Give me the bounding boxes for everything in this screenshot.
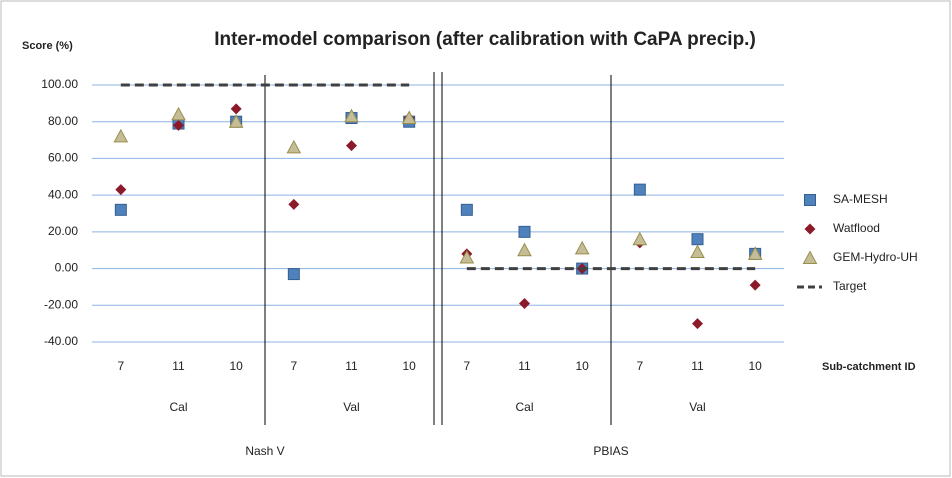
point (747, 246, 763, 260)
x-tick-label: 7 (117, 359, 124, 373)
point (288, 198, 300, 210)
legend-swatch (804, 223, 816, 235)
legend-label: Watflood (833, 221, 880, 235)
legend-label: Target (833, 279, 867, 293)
y-axis-label: Score (%) (22, 40, 73, 52)
y-tick-label: 40.00 (48, 187, 78, 201)
point (519, 297, 530, 309)
subgroup-label: Cal (169, 400, 187, 414)
x-tick-label: 11 (345, 359, 358, 373)
point (346, 140, 357, 152)
group-label: Nash V (245, 444, 284, 458)
point (574, 240, 590, 255)
chart-title: Inter-model comparison (after calibratio… (214, 29, 756, 50)
x-tick-label: 10 (402, 359, 416, 373)
point (114, 203, 127, 216)
y-tick-label: -40.00 (44, 334, 78, 348)
point (691, 233, 704, 246)
point (517, 242, 532, 257)
x-tick-label: 11 (172, 359, 185, 373)
y-tick-label: 0.00 (55, 261, 79, 275)
subgroup-label: Val (689, 400, 705, 414)
point (749, 279, 761, 291)
y-tick-label: 60.00 (48, 151, 78, 165)
point (286, 139, 302, 154)
x-tick-label: 7 (463, 359, 470, 373)
point (228, 114, 244, 128)
x-tick-label: 7 (290, 359, 297, 373)
y-tick-label: -20.00 (44, 297, 78, 311)
x-tick-label: 7 (636, 359, 643, 373)
x-tick-label: 10 (575, 359, 589, 373)
y-tick-label: 100.00 (41, 77, 78, 91)
legend-swatch (802, 250, 818, 264)
point (692, 318, 703, 330)
point (115, 184, 127, 196)
point (690, 244, 705, 259)
legend-label: SA-MESH (833, 192, 888, 206)
legend-label: GEM-Hydro-UH (833, 250, 918, 264)
x-tick-label: 11 (691, 359, 704, 373)
point (633, 183, 646, 196)
group-label: PBIAS (593, 444, 628, 458)
point (287, 268, 300, 281)
point (518, 225, 531, 238)
x-tick-label: 10 (748, 359, 762, 373)
y-tick-label: 80.00 (48, 114, 78, 128)
subgroup-label: Cal (515, 400, 533, 414)
point (460, 203, 473, 216)
point (230, 103, 242, 115)
subgroup-label: Val (343, 400, 359, 414)
point (459, 250, 475, 264)
x-axis-label: Sub-catchment ID (822, 361, 916, 373)
point (344, 108, 359, 123)
x-tick-label: 10 (229, 359, 243, 373)
x-tick-label: 11 (518, 359, 531, 373)
point (173, 119, 184, 131)
point (171, 106, 186, 121)
point (401, 110, 417, 125)
point (113, 128, 129, 143)
y-tick-label: 20.00 (48, 224, 78, 238)
point (632, 231, 648, 246)
legend-swatch (804, 194, 816, 206)
